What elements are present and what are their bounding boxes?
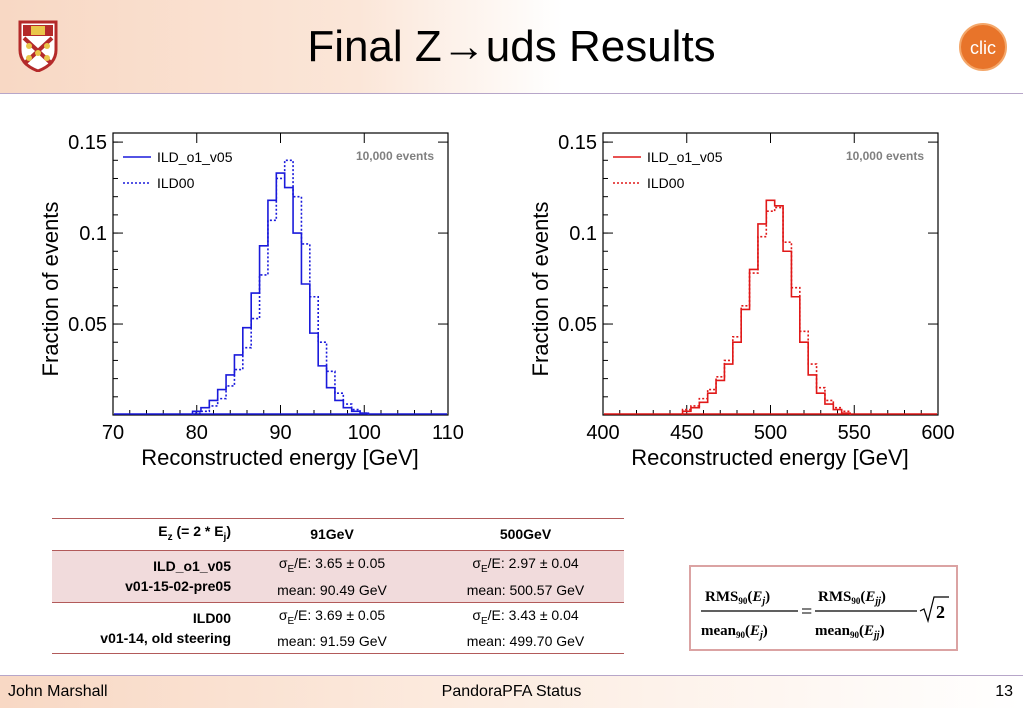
svg-text:mean90(Ej): mean90(Ej) <box>701 623 768 641</box>
series-ild00-histogram <box>191 159 370 415</box>
x-tick-label: 550 <box>838 422 871 444</box>
footer-talk-title: PandoraPFA Status <box>441 683 582 700</box>
plot-frame <box>112 132 449 416</box>
x-tick-label: 400 <box>586 422 619 444</box>
x-axis-label: Reconstructed energy [GeV] <box>631 445 909 470</box>
row-label: ILD00 v01-14, old steering <box>100 609 231 646</box>
histogram-91gev-svg: 70 80 90 100 110 0.05 0.1 0.15 Reconstructed ene… <box>38 132 464 470</box>
legend-label: ILD_o1_v05 <box>647 149 723 165</box>
x-tick-label: 70 <box>102 422 124 444</box>
slide-header: Final Z→uds Results clic <box>0 0 1023 94</box>
y-tick-label: 0.15 <box>558 132 597 154</box>
events-annotation: 10,000 events <box>356 149 434 163</box>
series-ild00-histogram <box>681 206 851 415</box>
slide-title: Final Z→uds Results <box>307 22 716 71</box>
footer-author: John Marshall <box>8 683 108 700</box>
x-tick-label: 90 <box>269 422 291 444</box>
x-tick-label: 100 <box>348 422 381 444</box>
university-crest-icon <box>18 20 58 73</box>
legend-label: ILD00 <box>647 175 685 191</box>
results-table: Ez (= 2 * Ej) 91GeV 500GeV ILD_o1_v05 v01… <box>52 518 624 654</box>
table-row: ILD_o1_v05 v01-15-02-pre05 σE/E: 3.65 ± 0… <box>52 550 624 603</box>
svg-text:=: = <box>801 601 812 623</box>
legend-label: ILD00 <box>157 175 195 191</box>
rms-formula-svg: RMS90(Ej) mean90(Ej) RMS90(Ejj) mean90(E… <box>701 589 949 641</box>
header-500gev: 500GeV <box>499 526 552 543</box>
clic-logo-icon: clic <box>958 22 1008 72</box>
svg-text:mean90(Ejj): mean90(Ejj) <box>815 623 885 641</box>
row-label: ILD_o1_v05 v01-15-02-pre05 <box>125 558 231 595</box>
cell-91gev: σE/E: 3.69 ± 0.05 mean: 91.59 GeV <box>277 606 387 650</box>
series-ild-o1-v05-histogram <box>191 172 370 415</box>
y-tick-label: 0.05 <box>68 314 107 336</box>
slide-footer: John Marshall PandoraPFA Status 13 <box>0 675 1023 708</box>
histogram-91gev: 70 80 90 100 110 0.05 0.1 0.15 Reconstructed ene… <box>30 120 470 480</box>
x-tick-label: 110 <box>432 422 464 444</box>
footer-page-number: 13 <box>995 683 1013 700</box>
rms-formula: RMS90(Ej) mean90(Ej) RMS90(Ejj) mean90(E… <box>689 565 958 651</box>
y-axis-label: Fraction of events <box>38 202 63 377</box>
y-tick-label: 0.1 <box>79 223 107 245</box>
y-tick-label: 0.15 <box>68 132 107 154</box>
x-tick-label: 80 <box>186 422 208 444</box>
x-tick-label: 600 <box>921 422 954 444</box>
y-tick-label: 0.05 <box>558 314 597 336</box>
x-tick-label: 450 <box>670 422 703 444</box>
cell-500gev: σE/E: 2.97 ± 0.04 mean: 500.57 GeV <box>466 554 585 598</box>
svg-text:RMS90(Ej): RMS90(Ej) <box>705 589 770 607</box>
histogram-500gev-svg: 400 450 500 550 600 0.05 0.1 0.15 Reconstructed … <box>528 132 955 470</box>
y-tick-label: 0.1 <box>569 223 597 245</box>
x-tick-label: 500 <box>754 422 787 444</box>
histogram-500gev: 400 450 500 550 600 0.05 0.1 0.15 Reconstructed … <box>520 120 960 480</box>
clic-logo-letters: clic <box>970 38 996 58</box>
header-91gev: 91GeV <box>310 526 354 543</box>
svg-text:2: 2 <box>936 602 945 622</box>
table-header-row: Ez (= 2 * Ej) 91GeV 500GeV <box>52 518 624 551</box>
legend-label: ILD_o1_v05 <box>157 149 233 165</box>
plot-frame <box>602 132 939 416</box>
x-axis-label: Reconstructed energy [GeV] <box>141 445 419 470</box>
svg-text:RMS90(Ejj): RMS90(Ejj) <box>818 589 886 607</box>
table-row: ILD00 v01-14, old steering σE/E: 3.69 ± 0… <box>52 602 624 654</box>
cell-91gev: σE/E: 3.65 ± 0.05 mean: 90.49 GeV <box>277 554 387 598</box>
events-annotation: 10,000 events <box>846 149 924 163</box>
header-energy: Ez (= 2 * Ej) <box>158 523 231 543</box>
y-axis-label: Fraction of events <box>528 202 553 377</box>
cell-500gev: σE/E: 3.43 ± 0.04 mean: 499.70 GeV <box>466 606 585 650</box>
